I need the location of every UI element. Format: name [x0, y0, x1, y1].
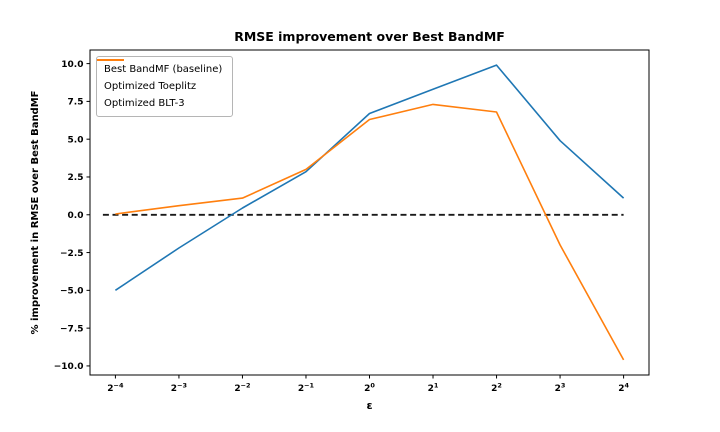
y-tick-label: −2.5: [60, 249, 83, 259]
series-line-1: [114, 64, 625, 291]
legend-item-0: Best BandMF (baseline): [97, 59, 223, 77]
legend-label: Best BandMF (baseline): [104, 64, 223, 75]
series-layer: [102, 64, 625, 361]
legend: Best BandMF (baseline) Optimized Toeplitz…: [96, 56, 234, 117]
x-tick-label: 22: [491, 382, 502, 395]
y-tick-label: 0.0: [68, 211, 84, 221]
x-tick-label: 2−4: [107, 382, 124, 395]
x-tick-label: 24: [618, 382, 629, 395]
axes-layer: 2−4 2−3 2−2 2−1 20 21 22 23 24 10.0 7.5 5.0 2.5 0.0 −2…: [54, 49, 650, 395]
y-tick-label: 7.5: [68, 98, 84, 108]
y-tick-label: −10.0: [54, 362, 84, 372]
legend-item-1: Optimized Toeplitz: [97, 59, 222, 94]
x-tick-label: 21: [428, 382, 439, 395]
y-tick-label: −5.0: [60, 287, 83, 297]
legend-item-2: Optimized BLT-3: [97, 59, 222, 111]
x-tick-label: 20: [364, 382, 375, 395]
x-tick-label: 23: [555, 382, 566, 395]
series-line-2: [115, 103, 625, 361]
y-tick-label: −7.5: [60, 324, 83, 334]
y-axis-label: % improvement in RMSE over Best BandMF: [30, 90, 41, 334]
legend-label: Optimized Toeplitz: [104, 81, 197, 92]
x-axis-label: ε: [366, 399, 372, 412]
y-tick-label: 5.0: [68, 135, 84, 145]
chart-title: RMSE improvement over Best BandMF: [234, 29, 505, 44]
x-tick-label: 2−3: [171, 382, 187, 395]
x-tick-label: 2−2: [234, 382, 250, 395]
y-tick-label: 10.0: [61, 60, 83, 70]
legend-label: Optimized BLT-3: [104, 98, 185, 109]
x-tick-label: 2−1: [298, 382, 315, 395]
y-tick-label: 2.5: [68, 173, 84, 183]
legend-line-sample: [97, 59, 124, 61]
